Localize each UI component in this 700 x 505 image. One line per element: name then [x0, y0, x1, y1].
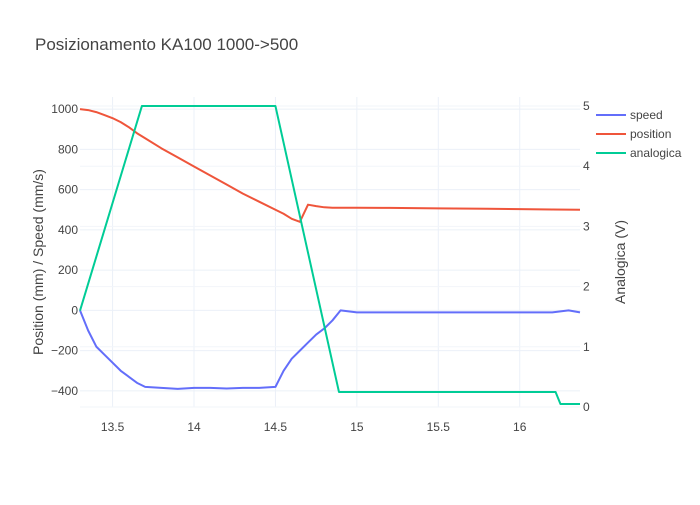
legend: speed position analogica — [596, 108, 682, 160]
y-tick-label: 1000 — [51, 102, 78, 116]
chart-title: Posizionamento KA100 1000->500 — [35, 35, 298, 54]
y-tick-label: −200 — [51, 344, 78, 358]
y-tick-label: 600 — [58, 183, 78, 197]
legend-label-position: position — [630, 127, 671, 141]
x-tick-label: 14 — [187, 420, 201, 434]
y2-tick-label: 2 — [583, 280, 590, 294]
y-tick-label: 200 — [58, 263, 78, 277]
y2-tick-label: 4 — [583, 159, 590, 173]
tick-layer: 13.5 14 14.5 15 15.5 1610008006004002000−200−… — [51, 99, 590, 434]
y2-tick-label: 1 — [583, 340, 590, 354]
legend-label-speed: speed — [630, 108, 663, 122]
series-line-speed — [79, 309, 581, 390]
series-layer — [79, 105, 581, 405]
y-tick-label: 0 — [71, 303, 78, 317]
legend-label-analogica: analogica — [630, 146, 682, 160]
x-tick-label: 16 — [513, 420, 527, 434]
y2-tick-label: 3 — [583, 219, 590, 233]
x-tick-label: 13.5 — [101, 420, 125, 434]
y2-tick-label: 5 — [583, 99, 590, 113]
series-line-position — [79, 108, 581, 223]
x-tick-label: 15 — [350, 420, 364, 434]
y-tick-label: 400 — [58, 223, 78, 237]
x-tick-label: 14.5 — [264, 420, 288, 434]
y-tick-label: 800 — [58, 142, 78, 156]
y2-axis-title: Analogica (V) — [612, 220, 628, 304]
y2-tick-label: 0 — [583, 400, 590, 414]
y-axis-title: Position (mm) / Speed (mm/s) — [30, 169, 46, 355]
series-line-analogica — [79, 105, 580, 405]
x-tick-label: 15.5 — [427, 420, 451, 434]
y-tick-label: −400 — [51, 384, 78, 398]
